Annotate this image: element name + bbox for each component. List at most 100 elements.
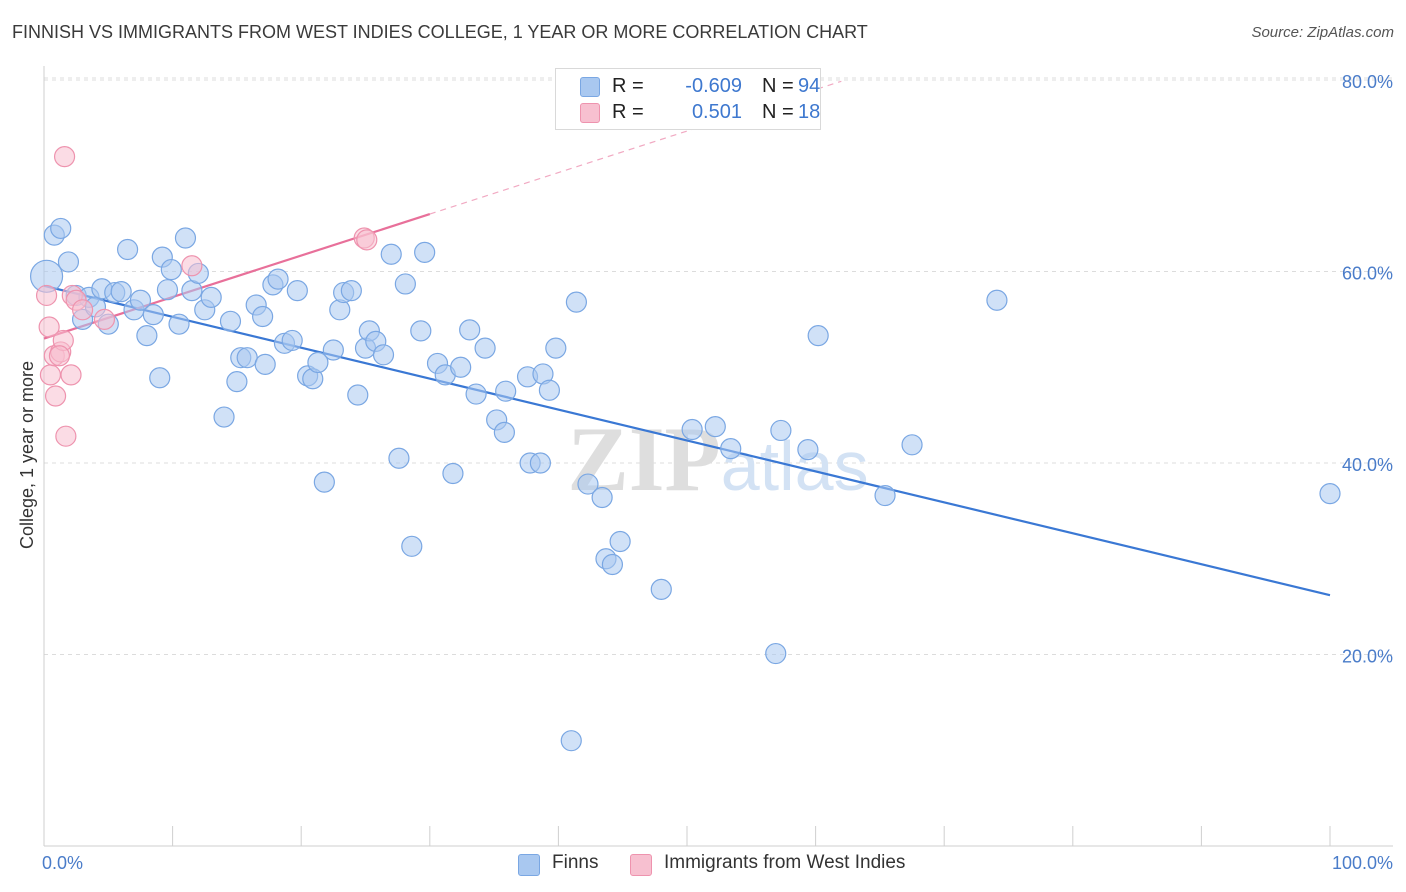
point-finns	[394, 273, 416, 295]
point-west-indies	[93, 308, 116, 330]
west-indies-swatch	[630, 854, 652, 876]
finns-swatch	[518, 854, 540, 876]
legend-label-finns: Finns	[552, 852, 599, 873]
correlation-legend: R = -0.609 N = 94 R = 0.501 N = 18	[555, 68, 821, 130]
point-finns	[986, 289, 1008, 311]
trend-lines	[43, 80, 1331, 597]
point-finns	[545, 337, 567, 359]
point-west-indies	[356, 229, 378, 251]
point-finns	[226, 371, 248, 393]
point-finns	[142, 303, 164, 326]
point-west-indies	[71, 299, 94, 321]
r-label: R =	[612, 101, 644, 123]
point-finns	[329, 299, 351, 321]
point-finns	[459, 319, 481, 341]
point-west-indies	[38, 316, 60, 338]
point-finns	[200, 286, 222, 308]
point-west-indies	[35, 284, 58, 307]
point-finns	[116, 238, 139, 261]
point-finns	[372, 344, 395, 366]
point-finns	[410, 320, 432, 342]
point-west-indies	[44, 385, 67, 407]
point-finns	[129, 289, 152, 311]
point-finns	[495, 380, 517, 402]
point-finns	[591, 486, 613, 509]
chart-title: FINNISH VS IMMIGRANTS FROM WEST INDIES C…	[12, 22, 868, 42]
point-finns	[609, 530, 631, 553]
trend-line-finns	[43, 284, 1331, 597]
r-value: 0.501	[691, 101, 742, 123]
point-finns	[219, 310, 242, 332]
n-label: N =	[762, 101, 794, 123]
point-finns	[414, 241, 436, 263]
point-finns	[380, 243, 402, 265]
point-finns	[681, 418, 703, 441]
y-tick-label: 80.0%	[1342, 72, 1393, 92]
point-finns	[307, 351, 329, 374]
point-finns	[493, 421, 515, 443]
y-tick-label: 40.0%	[1342, 455, 1393, 475]
point-finns	[401, 535, 423, 557]
point-finns	[565, 291, 588, 313]
point-finns	[136, 325, 158, 347]
point-finns	[213, 406, 235, 428]
y-tick-label: 20.0%	[1342, 647, 1393, 667]
point-finns	[601, 553, 624, 576]
point-finns	[254, 353, 276, 375]
point-finns	[252, 305, 274, 328]
point-west-indies	[60, 364, 82, 386]
r-value: -0.609	[685, 75, 742, 97]
point-finns	[347, 384, 369, 406]
point-finns	[450, 356, 472, 378]
point-finns	[168, 313, 190, 335]
point-finns	[797, 438, 819, 461]
point-finns	[388, 447, 410, 469]
point-finns	[160, 258, 182, 281]
point-finns	[1319, 483, 1341, 505]
point-finns	[474, 337, 496, 359]
point-finns	[286, 280, 308, 302]
source-label: Source: ZipAtlas.com	[1251, 24, 1394, 41]
point-finns	[281, 329, 303, 352]
point-finns	[442, 462, 464, 485]
legend-label-west-indies: Immigrants from West Indies	[664, 852, 906, 873]
point-finns	[807, 325, 829, 347]
point-finns	[57, 251, 80, 273]
n-value: 94	[798, 75, 821, 97]
x-tick-label: 0.0%	[42, 853, 83, 873]
point-finns	[770, 419, 792, 442]
n-label: N =	[762, 75, 794, 97]
point-finns	[901, 434, 923, 456]
point-west-indies	[55, 425, 77, 447]
finns-swatch	[580, 77, 600, 97]
point-finns	[340, 280, 362, 302]
point-finns	[156, 279, 179, 301]
point-finns	[720, 438, 742, 460]
point-finns	[529, 452, 551, 474]
point-finns	[267, 268, 289, 290]
point-finns	[765, 642, 787, 665]
axes	[43, 66, 1393, 847]
y-tick-label: 60.0%	[1342, 264, 1393, 284]
point-finns	[874, 484, 896, 507]
y-axis-label: College, 1 year or more	[17, 361, 37, 549]
point-west-indies	[48, 345, 71, 367]
point-finns	[560, 730, 582, 752]
point-finns	[577, 473, 599, 495]
point-finns	[236, 347, 258, 369]
x-tick-label: 100.0%	[1332, 853, 1393, 873]
n-value: 18	[798, 101, 821, 123]
data-points	[29, 146, 1341, 752]
point-finns	[50, 217, 72, 240]
west-indies-swatch	[580, 103, 600, 123]
point-finns	[650, 578, 672, 600]
point-finns	[313, 471, 335, 493]
point-finns	[110, 281, 132, 303]
point-west-indies	[181, 255, 203, 277]
point-west-indies	[39, 364, 62, 386]
point-finns	[538, 379, 560, 401]
point-finns	[465, 383, 487, 405]
point-west-indies	[53, 146, 76, 168]
point-finns	[704, 416, 726, 438]
